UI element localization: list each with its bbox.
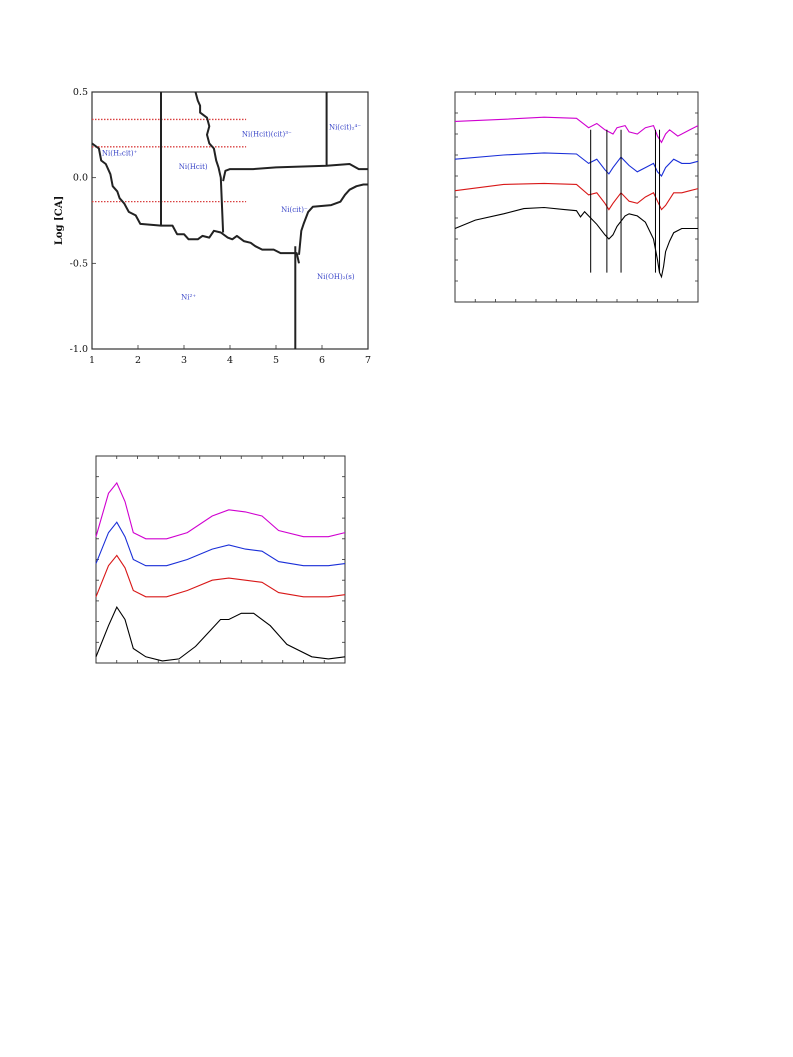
region-label: Ni(Hcit)(cit)³⁻ xyxy=(242,131,292,139)
spectrum-line xyxy=(454,182,699,211)
phase-boundary xyxy=(194,91,225,233)
y-tick-label: 0.0 xyxy=(73,173,88,184)
region-label: Ni(cit)₂⁴⁻ xyxy=(329,124,361,132)
spectra-panel-top xyxy=(454,91,699,303)
phase-boundary xyxy=(222,163,368,182)
x-tick-label: 7 xyxy=(365,355,371,366)
y-axis-label: Log [CA] xyxy=(54,196,65,245)
region-label: Ni(cit)⁻ xyxy=(281,206,308,214)
spectrum-line xyxy=(95,521,346,567)
x-tick-label: 5 xyxy=(273,355,279,366)
region-label: Ni(OH)₂(s) xyxy=(317,273,355,281)
y-tick-label: -0.5 xyxy=(70,258,88,269)
spectra-panel-bottom xyxy=(95,455,346,664)
spectrum-line xyxy=(95,605,346,662)
spectrum-line xyxy=(95,554,346,598)
spectrum-line xyxy=(95,481,346,540)
x-tick-label: 4 xyxy=(227,355,233,366)
region-label: Ni(Hcit) xyxy=(179,163,208,171)
x-tick-label: 2 xyxy=(135,355,141,366)
region-label: Ni(H₂cit)⁺ xyxy=(102,149,138,157)
spectrum-line xyxy=(454,206,698,279)
spectrum-line xyxy=(454,116,699,144)
spectrum-line xyxy=(454,152,699,177)
diagram-panel: Ni(H₂cit)⁺ Ni(Hcit) Ni(Hcit)(cit)³⁻ Ni(cit)… xyxy=(54,87,371,366)
phase-boundary xyxy=(298,183,368,255)
phase-boundary xyxy=(91,142,300,264)
spectra-plot-frame xyxy=(454,91,699,303)
region-label: Ni²⁺ xyxy=(181,293,196,301)
x-tick-label: 3 xyxy=(181,355,187,366)
y-tick-label: 0.5 xyxy=(73,87,88,98)
y-tick-label: -1.0 xyxy=(70,344,88,355)
x-tick-label: 1 xyxy=(89,355,95,366)
x-tick-label: 6 xyxy=(319,355,325,366)
